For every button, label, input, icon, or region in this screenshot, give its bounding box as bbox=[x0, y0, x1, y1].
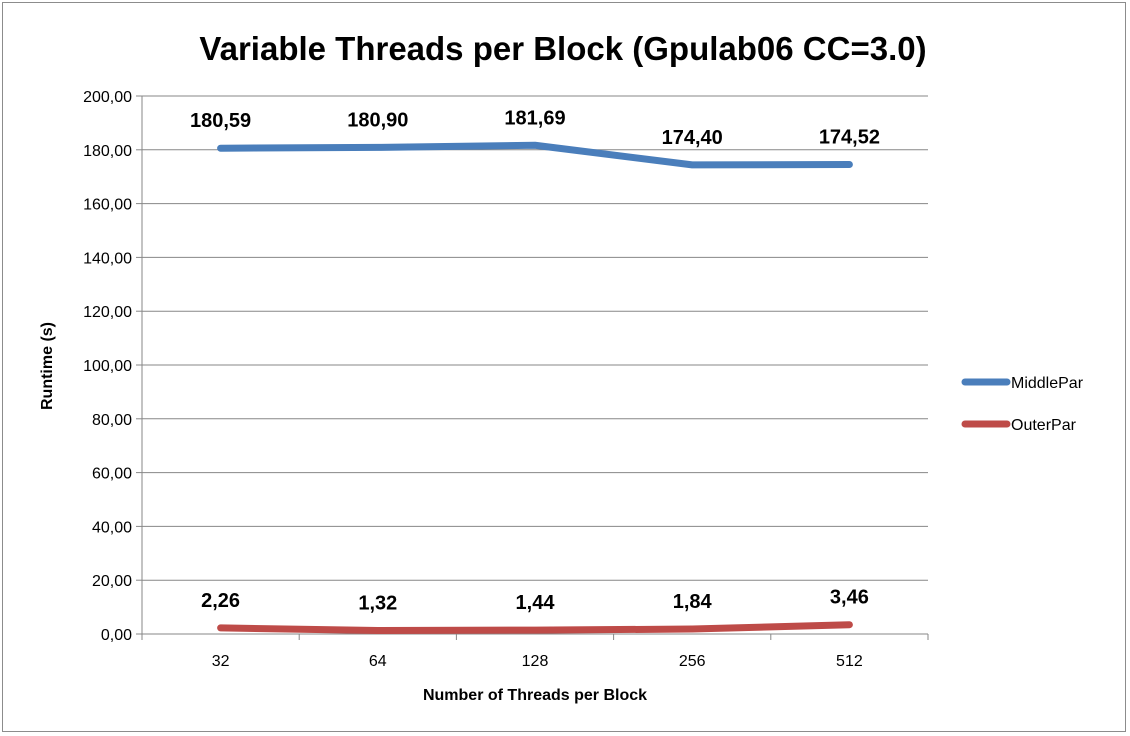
y-tick-label: 120,00 bbox=[83, 304, 132, 321]
data-label: 1,84 bbox=[673, 591, 713, 613]
y-tick-label: 40,00 bbox=[92, 519, 132, 536]
x-tick-label: 512 bbox=[836, 653, 863, 670]
y-tick-label: 180,00 bbox=[83, 143, 132, 160]
x-tick-label: 32 bbox=[212, 653, 230, 670]
y-tick-label: 100,00 bbox=[83, 358, 132, 375]
y-axis-label: Runtime (s) bbox=[39, 322, 56, 410]
x-tick-label: 64 bbox=[369, 653, 387, 670]
chart-title: Variable Threads per Block (Gpulab06 CC=… bbox=[199, 30, 926, 67]
data-label: 181,69 bbox=[504, 107, 565, 129]
series-lines bbox=[217, 141, 853, 634]
series-line-middlepar bbox=[217, 141, 853, 169]
legend-label-outerpar: OuterPar bbox=[1011, 417, 1077, 434]
legend-label-middlepar: MiddlePar bbox=[1011, 375, 1084, 392]
y-tick-label: 0,00 bbox=[101, 627, 132, 644]
data-label: 180,90 bbox=[347, 109, 408, 131]
data-label: 3,46 bbox=[830, 587, 869, 609]
y-tick-label: 200,00 bbox=[83, 89, 132, 106]
data-label: 1,32 bbox=[358, 592, 397, 614]
x-tick-label: 128 bbox=[522, 653, 549, 670]
x-tick-label: 256 bbox=[679, 653, 706, 670]
data-label: 2,26 bbox=[201, 590, 240, 612]
data-label: 174,52 bbox=[819, 127, 880, 149]
series-line-outerpar bbox=[217, 621, 853, 634]
y-tick-label: 160,00 bbox=[83, 197, 132, 214]
data-label: 174,40 bbox=[662, 127, 723, 149]
gridlines bbox=[142, 95, 928, 581]
data-labels: 180,59 180,90 181,69 174,40 174,52 2,26 1,32 1,… bbox=[190, 107, 880, 614]
axes: 0,00 20,00 40,00 60,00 80,00 100,00 120,00 140,… bbox=[83, 89, 929, 670]
y-tick-label: 80,00 bbox=[92, 412, 132, 429]
data-label: 1,44 bbox=[516, 592, 556, 614]
legend: MiddlePar OuterPar bbox=[961, 375, 1084, 434]
y-tick-label: 60,00 bbox=[92, 466, 132, 483]
y-tick-label: 140,00 bbox=[83, 250, 132, 267]
x-axis-label: Number of Threads per Block bbox=[423, 687, 647, 704]
y-tick-label: 20,00 bbox=[92, 573, 132, 590]
data-label: 180,59 bbox=[190, 110, 251, 132]
